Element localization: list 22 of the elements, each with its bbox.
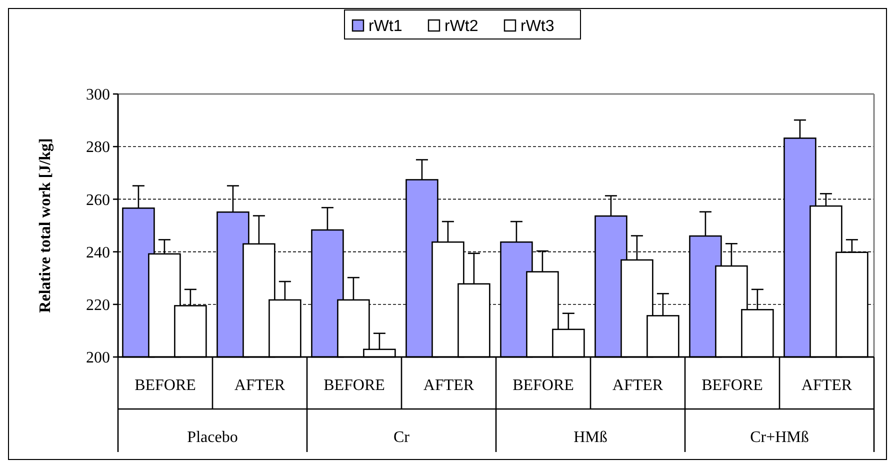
legend-label: rWt2 [444,18,478,35]
y-tick-label: 300 [86,86,110,104]
x-tick-label: BEFORE [512,377,574,394]
legend-label: rWt1 [368,18,402,35]
y-tick-label: 240 [86,244,110,262]
x-tick-label: BEFORE [702,377,763,394]
x-tick-label: AFTER [612,377,664,394]
text: HMß [574,429,608,446]
legend-label: rWt3 [520,18,554,35]
text: Cr+HMß [750,429,809,446]
x-tick-label: AFTER [423,377,474,394]
x-tick-label: AFTER [234,377,286,394]
y-tick-label: 220 [86,297,110,314]
x-tick-label: AFTER [801,377,852,394]
y-axis-title: Relative total work [J/kg] [37,138,54,313]
text: Placebo [187,429,238,446]
x-tick-label: BEFORE [324,377,385,394]
y-tick-label: 260 [86,192,110,209]
text: Cr [394,429,410,446]
x-tick-label: BEFORE [134,377,196,394]
y-tick-label: 200 [86,350,110,367]
y-tick-label: 280 [86,139,110,156]
